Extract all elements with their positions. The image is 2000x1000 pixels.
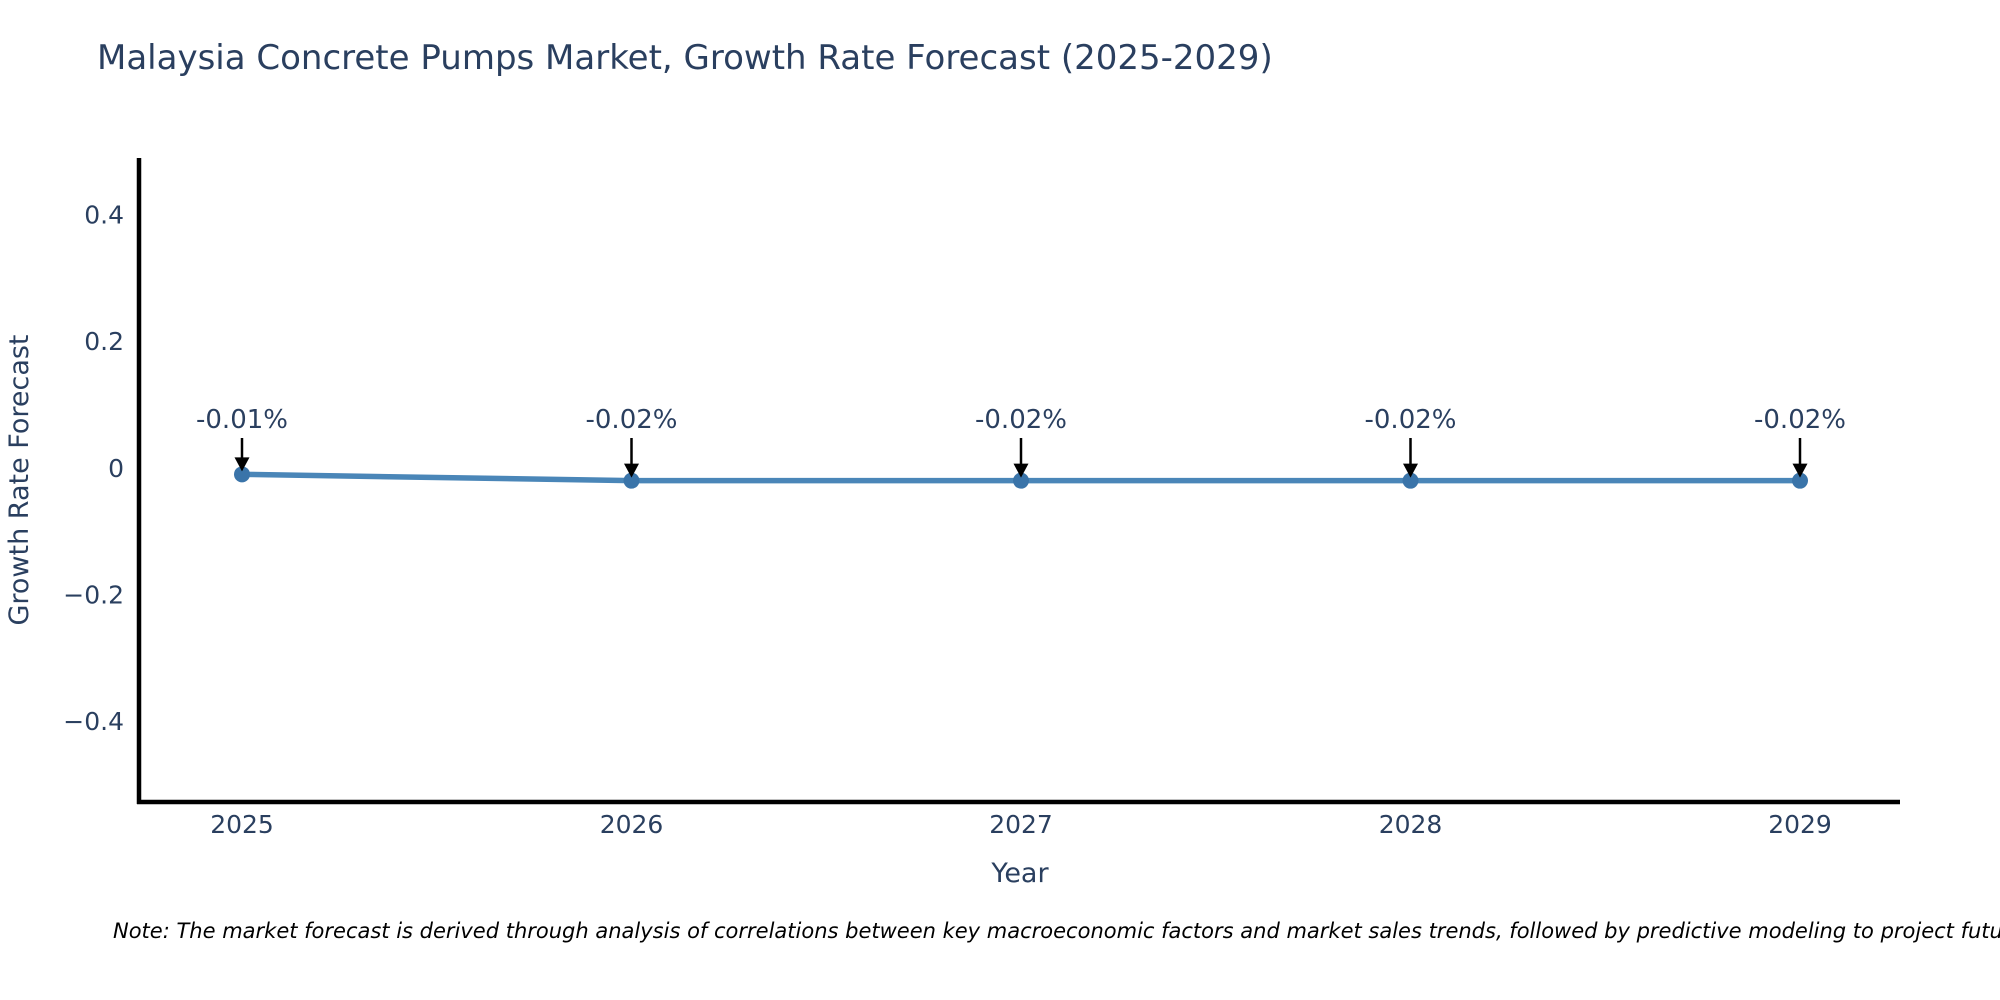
data-point-marker xyxy=(1402,472,1419,489)
point-value-label: -0.02% xyxy=(1754,405,1846,435)
annotation-arrowhead xyxy=(1792,463,1808,478)
annotation-arrowhead xyxy=(1013,463,1029,478)
chart-title: Malaysia Concrete Pumps Market, Growth R… xyxy=(97,38,1273,78)
annotation-arrowhead xyxy=(234,457,250,472)
x-tick-label: 2028 xyxy=(1379,810,1443,839)
y-tick-label: −0.2 xyxy=(63,580,124,609)
data-point-marker xyxy=(1013,472,1029,489)
x-tick-label: 2027 xyxy=(989,810,1053,839)
chart-footnote: Note: The market forecast is derived thr… xyxy=(113,919,2000,943)
point-value-label: -0.02% xyxy=(586,405,678,435)
y-tick-label: 0 xyxy=(108,454,124,483)
x-tick-label: 2026 xyxy=(600,810,664,839)
y-tick-label: 0.2 xyxy=(84,327,124,356)
data-point-marker xyxy=(1792,472,1808,489)
x-tick-label: 2029 xyxy=(1768,810,1832,839)
x-tick-label: 2025 xyxy=(210,810,274,839)
data-point-marker xyxy=(234,466,250,483)
y-tick-label: −0.4 xyxy=(63,707,124,736)
data-point-marker xyxy=(623,472,640,489)
x-axis-title: Year xyxy=(990,858,1049,889)
point-value-label: -0.02% xyxy=(1365,405,1457,435)
y-tick-label: 0.4 xyxy=(84,201,124,230)
y-axis-title: Growth Rate Forecast xyxy=(4,334,35,625)
annotation-arrowhead xyxy=(1403,463,1418,478)
point-value-label: -0.02% xyxy=(975,405,1067,435)
point-value-label: -0.01% xyxy=(196,405,288,435)
annotation-arrowhead xyxy=(624,463,639,478)
